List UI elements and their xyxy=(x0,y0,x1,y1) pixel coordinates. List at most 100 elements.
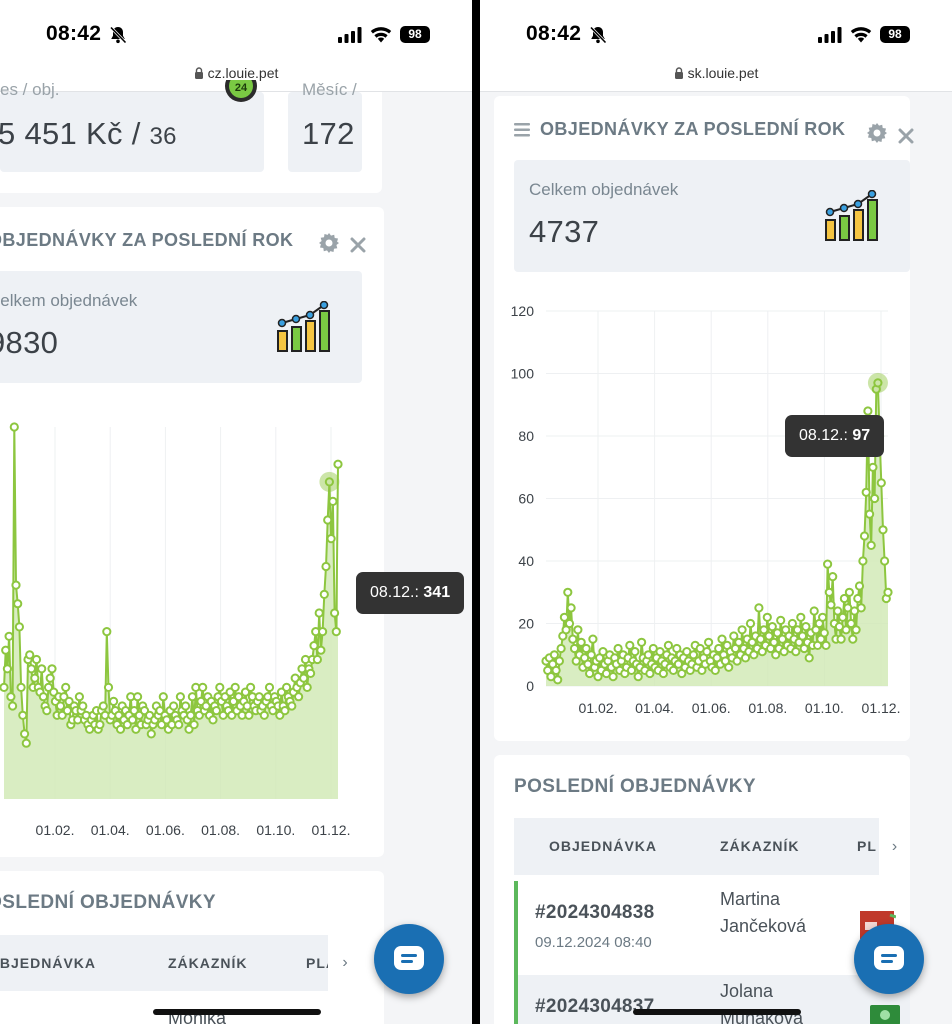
monthly-stat-box: Měsíc / 172 xyxy=(288,80,362,172)
recent-orders-title: POSLEDNÍ OBJEDNÁVKY xyxy=(514,776,756,797)
data-point xyxy=(158,692,168,702)
orders-widget: OBJEDNÁVKY ZA POSLEDNÍ ROK Celkem objedn… xyxy=(0,207,384,857)
table-row[interactable]: #2024304838 09.12.2024 08:40 Martina Jan… xyxy=(514,881,910,975)
data-point xyxy=(316,645,326,655)
data-point xyxy=(633,672,643,682)
data-point xyxy=(259,710,269,720)
orders-chart[interactable]: 0 20 40 60 80 100 120 01.02. 01.04. 01.06. 01.08. 0… xyxy=(494,286,910,726)
data-point xyxy=(103,682,114,692)
data-point xyxy=(865,509,875,519)
data-point xyxy=(764,631,774,641)
data-point xyxy=(762,612,772,622)
recent-orders-card: POSLEDNÍ OBJEDNÁVKY OBJEDNÁVKA ZÁKAZNÍK … xyxy=(494,755,910,1024)
data-point xyxy=(608,672,618,682)
order-number[interactable]: #2024304838 xyxy=(535,902,655,923)
data-point xyxy=(856,603,866,613)
revenue-value: 5 451 Kč / 36 xyxy=(0,116,177,151)
revenue-label: es / obj. xyxy=(0,80,60,99)
bar-chart-icon xyxy=(825,190,878,241)
data-point xyxy=(133,692,143,702)
data-point xyxy=(796,612,806,622)
data-point xyxy=(8,701,18,711)
data-point xyxy=(559,612,570,622)
table-row[interactable]: #2024304837 Jolana Muňaková xyxy=(514,975,910,1024)
data-point xyxy=(42,706,52,716)
data-point xyxy=(573,625,583,635)
data-point xyxy=(55,701,66,711)
data-point xyxy=(186,710,196,720)
data-point xyxy=(586,650,596,660)
chat-button[interactable] xyxy=(374,924,444,994)
data-point xyxy=(330,608,340,618)
x-tick-label: 01.04. xyxy=(635,700,674,716)
column-customer[interactable]: ZÁKAZNÍK xyxy=(168,955,248,971)
y-tick-label: 60 xyxy=(518,491,534,507)
data-point xyxy=(745,618,756,629)
data-point xyxy=(146,729,156,739)
data-point xyxy=(312,654,322,665)
x-tick-label: 01.12. xyxy=(862,700,901,716)
order-number[interactable]: #2024304837 xyxy=(535,996,655,1017)
recent-orders-card: POSLEDNÍ OBJEDNÁVKY OBJEDNÁVKA ZÁKAZNÍK … xyxy=(0,871,384,1024)
data-point xyxy=(26,664,37,674)
y-tick-label: 20 xyxy=(518,616,534,632)
data-point xyxy=(737,625,747,635)
data-point xyxy=(563,587,573,597)
x-tick-label: 01.02. xyxy=(36,822,75,838)
data-point xyxy=(643,650,653,660)
data-point xyxy=(9,422,19,432)
hovered-data-point xyxy=(319,471,340,492)
data-point xyxy=(791,647,801,657)
data-point xyxy=(714,643,724,654)
data-point xyxy=(326,534,336,544)
lock-icon xyxy=(674,67,683,79)
column-payment[interactable]: PL xyxy=(857,838,877,854)
data-point xyxy=(554,656,565,666)
customer-name-last: Jančeková xyxy=(720,916,807,936)
data-point xyxy=(769,637,779,647)
scroll-right-chevron-icon[interactable]: › xyxy=(879,818,910,875)
x-tick-label: 01.06. xyxy=(146,822,185,838)
data-point xyxy=(0,682,9,692)
data-point xyxy=(880,556,890,566)
chat-icon xyxy=(394,946,424,970)
data-point xyxy=(658,668,668,679)
hovered-data-point xyxy=(867,372,888,393)
column-order[interactable]: OBJEDNÁVKA xyxy=(549,838,658,854)
data-point xyxy=(868,462,878,472)
data-point xyxy=(734,637,744,647)
gear-icon[interactable] xyxy=(867,123,887,143)
home-indicator xyxy=(153,1009,321,1015)
data-point xyxy=(566,603,576,613)
column-order[interactable]: OBJEDNÁVKA xyxy=(0,955,97,971)
data-point xyxy=(883,587,893,597)
data-point xyxy=(319,589,329,599)
wifi-icon xyxy=(370,27,392,43)
orders-table-header: OBJEDNÁVKA ZÁKAZNÍK PLA › xyxy=(0,935,362,991)
drag-handle-icon[interactable] xyxy=(514,123,530,137)
scroll-right-chevron-icon[interactable]: › xyxy=(328,935,362,991)
data-point xyxy=(47,664,57,674)
close-icon[interactable] xyxy=(350,237,366,253)
data-point xyxy=(246,682,256,692)
data-point xyxy=(333,459,343,469)
wifi-icon xyxy=(850,27,872,43)
data-point xyxy=(576,637,586,647)
data-point xyxy=(756,634,766,644)
data-point xyxy=(553,675,563,685)
url-bar[interactable]: sk.louie.pet xyxy=(480,62,952,92)
close-icon[interactable] xyxy=(898,128,914,144)
data-point xyxy=(759,625,769,635)
orders-table-header: OBJEDNÁVKA ZÁKAZNÍK PL › xyxy=(514,818,910,875)
cellular-signal-icon xyxy=(338,27,362,43)
orders-chart[interactable]: 01.02. 01.04. 01.06. 01.08. 01.10. 01.12. xyxy=(0,397,384,857)
chat-button[interactable] xyxy=(854,924,924,994)
column-customer[interactable]: ZÁKAZNÍK xyxy=(720,838,800,854)
gear-icon[interactable] xyxy=(319,233,339,253)
data-point xyxy=(61,682,71,692)
data-point xyxy=(37,664,47,674)
data-point xyxy=(710,665,720,675)
data-point xyxy=(98,701,108,711)
widget-title: OBJEDNÁVKY ZA POSLEDNÍ ROK xyxy=(0,230,294,250)
data-point xyxy=(331,627,341,637)
